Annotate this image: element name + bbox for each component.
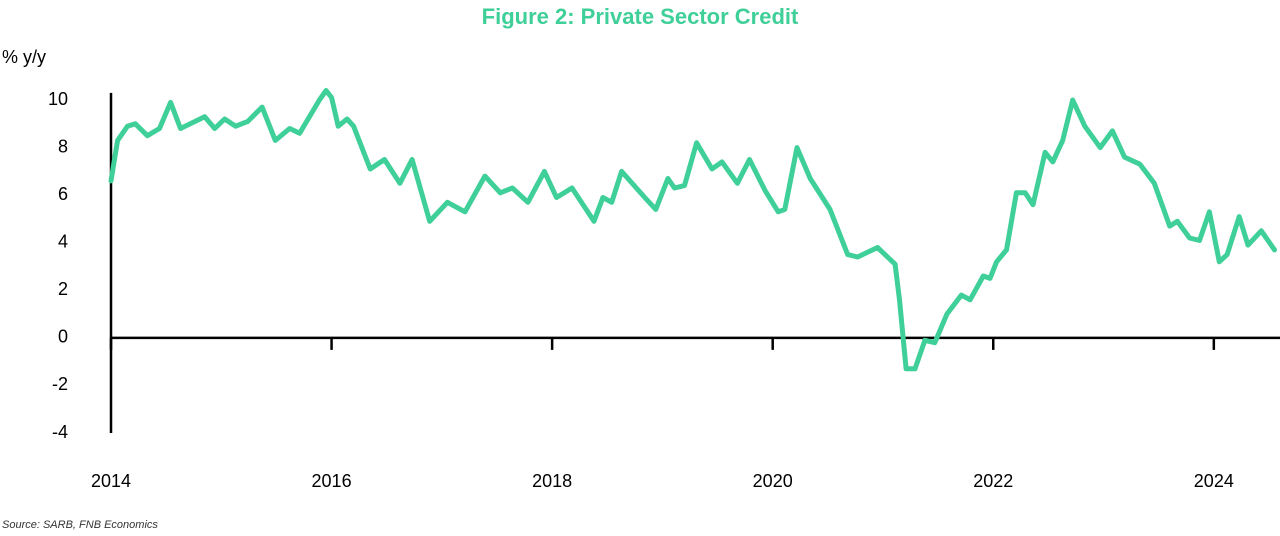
x-tick-label: 2024 [1194, 471, 1234, 491]
y-tick-label: 6 [58, 184, 68, 204]
y-tick-label: -2 [52, 374, 68, 394]
y-tick-label: 2 [58, 279, 68, 299]
y-axis-label: % y/y [2, 47, 46, 67]
x-tick-label: 2020 [753, 471, 793, 491]
y-tick-label: 0 [58, 327, 68, 347]
y-tick-label: 4 [58, 231, 68, 251]
x-tick-label: 2018 [532, 471, 572, 491]
chart-title: Figure 2: Private Sector Credit [482, 4, 799, 29]
y-tick-label: 8 [58, 136, 68, 156]
source-note: Source: SARB, FNB Economics [2, 519, 158, 531]
y-tick-label: 10 [48, 89, 68, 109]
x-tick-label: 2022 [973, 471, 1013, 491]
x-tick-label: 2014 [91, 471, 131, 491]
x-tick-label: 2016 [312, 471, 352, 491]
data-line [108, 88, 1277, 372]
y-tick-label: -4 [52, 422, 68, 442]
